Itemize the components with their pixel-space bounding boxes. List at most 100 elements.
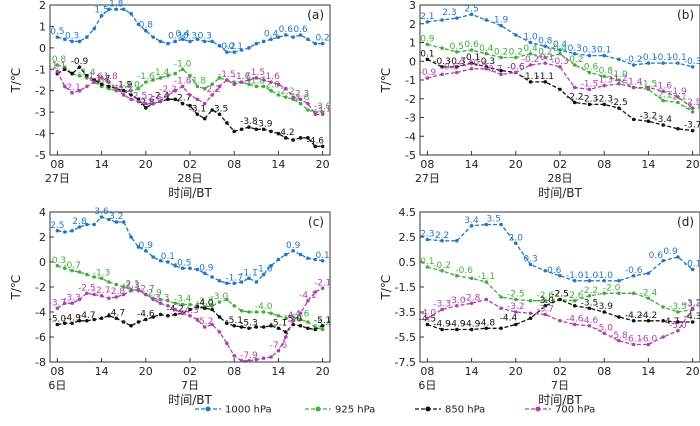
data-label: -6.1 <box>625 335 643 345</box>
data-point <box>499 55 503 60</box>
data-point <box>114 220 119 224</box>
data-point <box>283 86 288 91</box>
data-point <box>298 323 303 328</box>
data-point <box>440 65 444 69</box>
data-point <box>269 37 273 42</box>
data-point <box>661 305 665 309</box>
data-point <box>617 338 621 343</box>
data-point <box>217 278 222 283</box>
data-label: -4.0 <box>255 302 273 312</box>
data-point <box>173 97 178 102</box>
data-label: 0.3 <box>183 31 197 41</box>
data-point <box>210 39 214 44</box>
data-label: 0.6 <box>293 25 308 35</box>
data-point <box>587 278 592 283</box>
data-point <box>180 84 185 89</box>
data-point <box>499 68 503 73</box>
y-tick-label: -6 <box>35 331 46 344</box>
data-point <box>254 325 259 329</box>
data-point <box>202 325 207 329</box>
data-label: -3.4 <box>654 115 672 125</box>
data-label: 0.4 <box>479 44 494 54</box>
data-point <box>55 263 60 268</box>
data-point <box>313 327 318 332</box>
data-label: -2.7 <box>174 94 192 104</box>
data-point <box>188 39 192 44</box>
data-point <box>92 292 97 297</box>
data-point <box>528 316 533 321</box>
data-point <box>690 320 695 324</box>
data-label: -2.0 <box>262 81 280 91</box>
x-tick-label: 20 <box>139 365 153 378</box>
x-tick-label: 08 <box>597 365 611 378</box>
data-point <box>188 302 192 307</box>
data-label: -5.2 <box>196 317 214 327</box>
data-point <box>617 315 621 319</box>
data-label: -0.1 <box>684 260 700 270</box>
data-label: -6.0 <box>640 335 658 345</box>
data-point <box>217 84 222 89</box>
x-tick-label: 20 <box>686 158 700 171</box>
data-label: -0.9 <box>71 57 89 67</box>
data-label: -1.8 <box>248 76 266 86</box>
data-point <box>202 101 207 106</box>
data-label: -0.3 <box>433 57 451 67</box>
data-point <box>269 129 273 134</box>
data-point <box>225 50 229 54</box>
data-label: 0.4 <box>553 44 568 54</box>
data-point <box>469 66 474 71</box>
data-point <box>247 358 251 363</box>
data-label: 1.5 <box>94 6 108 16</box>
data-label: -1.5 <box>640 79 658 89</box>
data-point <box>602 278 607 283</box>
data-point <box>661 258 665 263</box>
data-label: -2.2 <box>566 93 584 103</box>
data-point <box>320 112 325 117</box>
data-point <box>558 87 562 92</box>
data-point <box>306 326 310 331</box>
data-label: 0.4 <box>264 29 279 39</box>
data-label: 3.2 <box>109 212 123 222</box>
data-label: 0.5 <box>50 27 64 37</box>
data-point <box>188 307 192 312</box>
data-point <box>136 320 141 324</box>
data-point <box>92 222 97 227</box>
data-point <box>558 65 562 69</box>
data-point <box>129 11 133 16</box>
data-label: -2.3 <box>595 94 613 104</box>
data-point <box>158 99 163 104</box>
data-label: -0.2 <box>566 55 584 65</box>
y-axis-title: T/℃ <box>9 68 23 94</box>
data-label: 2.3 <box>420 230 434 240</box>
series-850hPa: -0.9-1.7-1.9-2.8-2.4-2.7-3.1-3.5-3.8-3.9… <box>55 57 325 149</box>
data-point <box>455 50 459 54</box>
data-label: -1.0 <box>581 271 599 281</box>
data-point <box>298 136 303 140</box>
data-point <box>173 88 178 93</box>
x-tick-label: 20 <box>686 365 700 378</box>
data-point <box>129 97 133 102</box>
data-label: -1.6 <box>255 265 273 275</box>
data-point <box>261 39 266 44</box>
data-label: -0.2 <box>625 55 643 65</box>
data-label: 2.5 <box>50 221 64 231</box>
data-point <box>320 41 325 46</box>
data-label: -3.3 <box>63 293 81 303</box>
data-point <box>254 280 259 284</box>
data-label: 3.6 <box>94 207 109 217</box>
data-point <box>513 297 518 302</box>
data-label: -2.3 <box>122 281 140 291</box>
data-point <box>690 110 695 114</box>
data-point <box>99 82 104 87</box>
data-point <box>107 280 111 284</box>
data-point <box>195 267 200 272</box>
data-point <box>217 112 222 117</box>
data-point <box>661 98 665 103</box>
data-point <box>173 39 178 44</box>
x-tick-date-label: 6日 <box>418 379 436 392</box>
data-point <box>239 358 244 363</box>
data-label: -0.4 <box>470 59 488 69</box>
data-point <box>225 78 229 82</box>
data-point <box>484 326 489 331</box>
x-tick-date-label: 28日 <box>178 172 203 185</box>
